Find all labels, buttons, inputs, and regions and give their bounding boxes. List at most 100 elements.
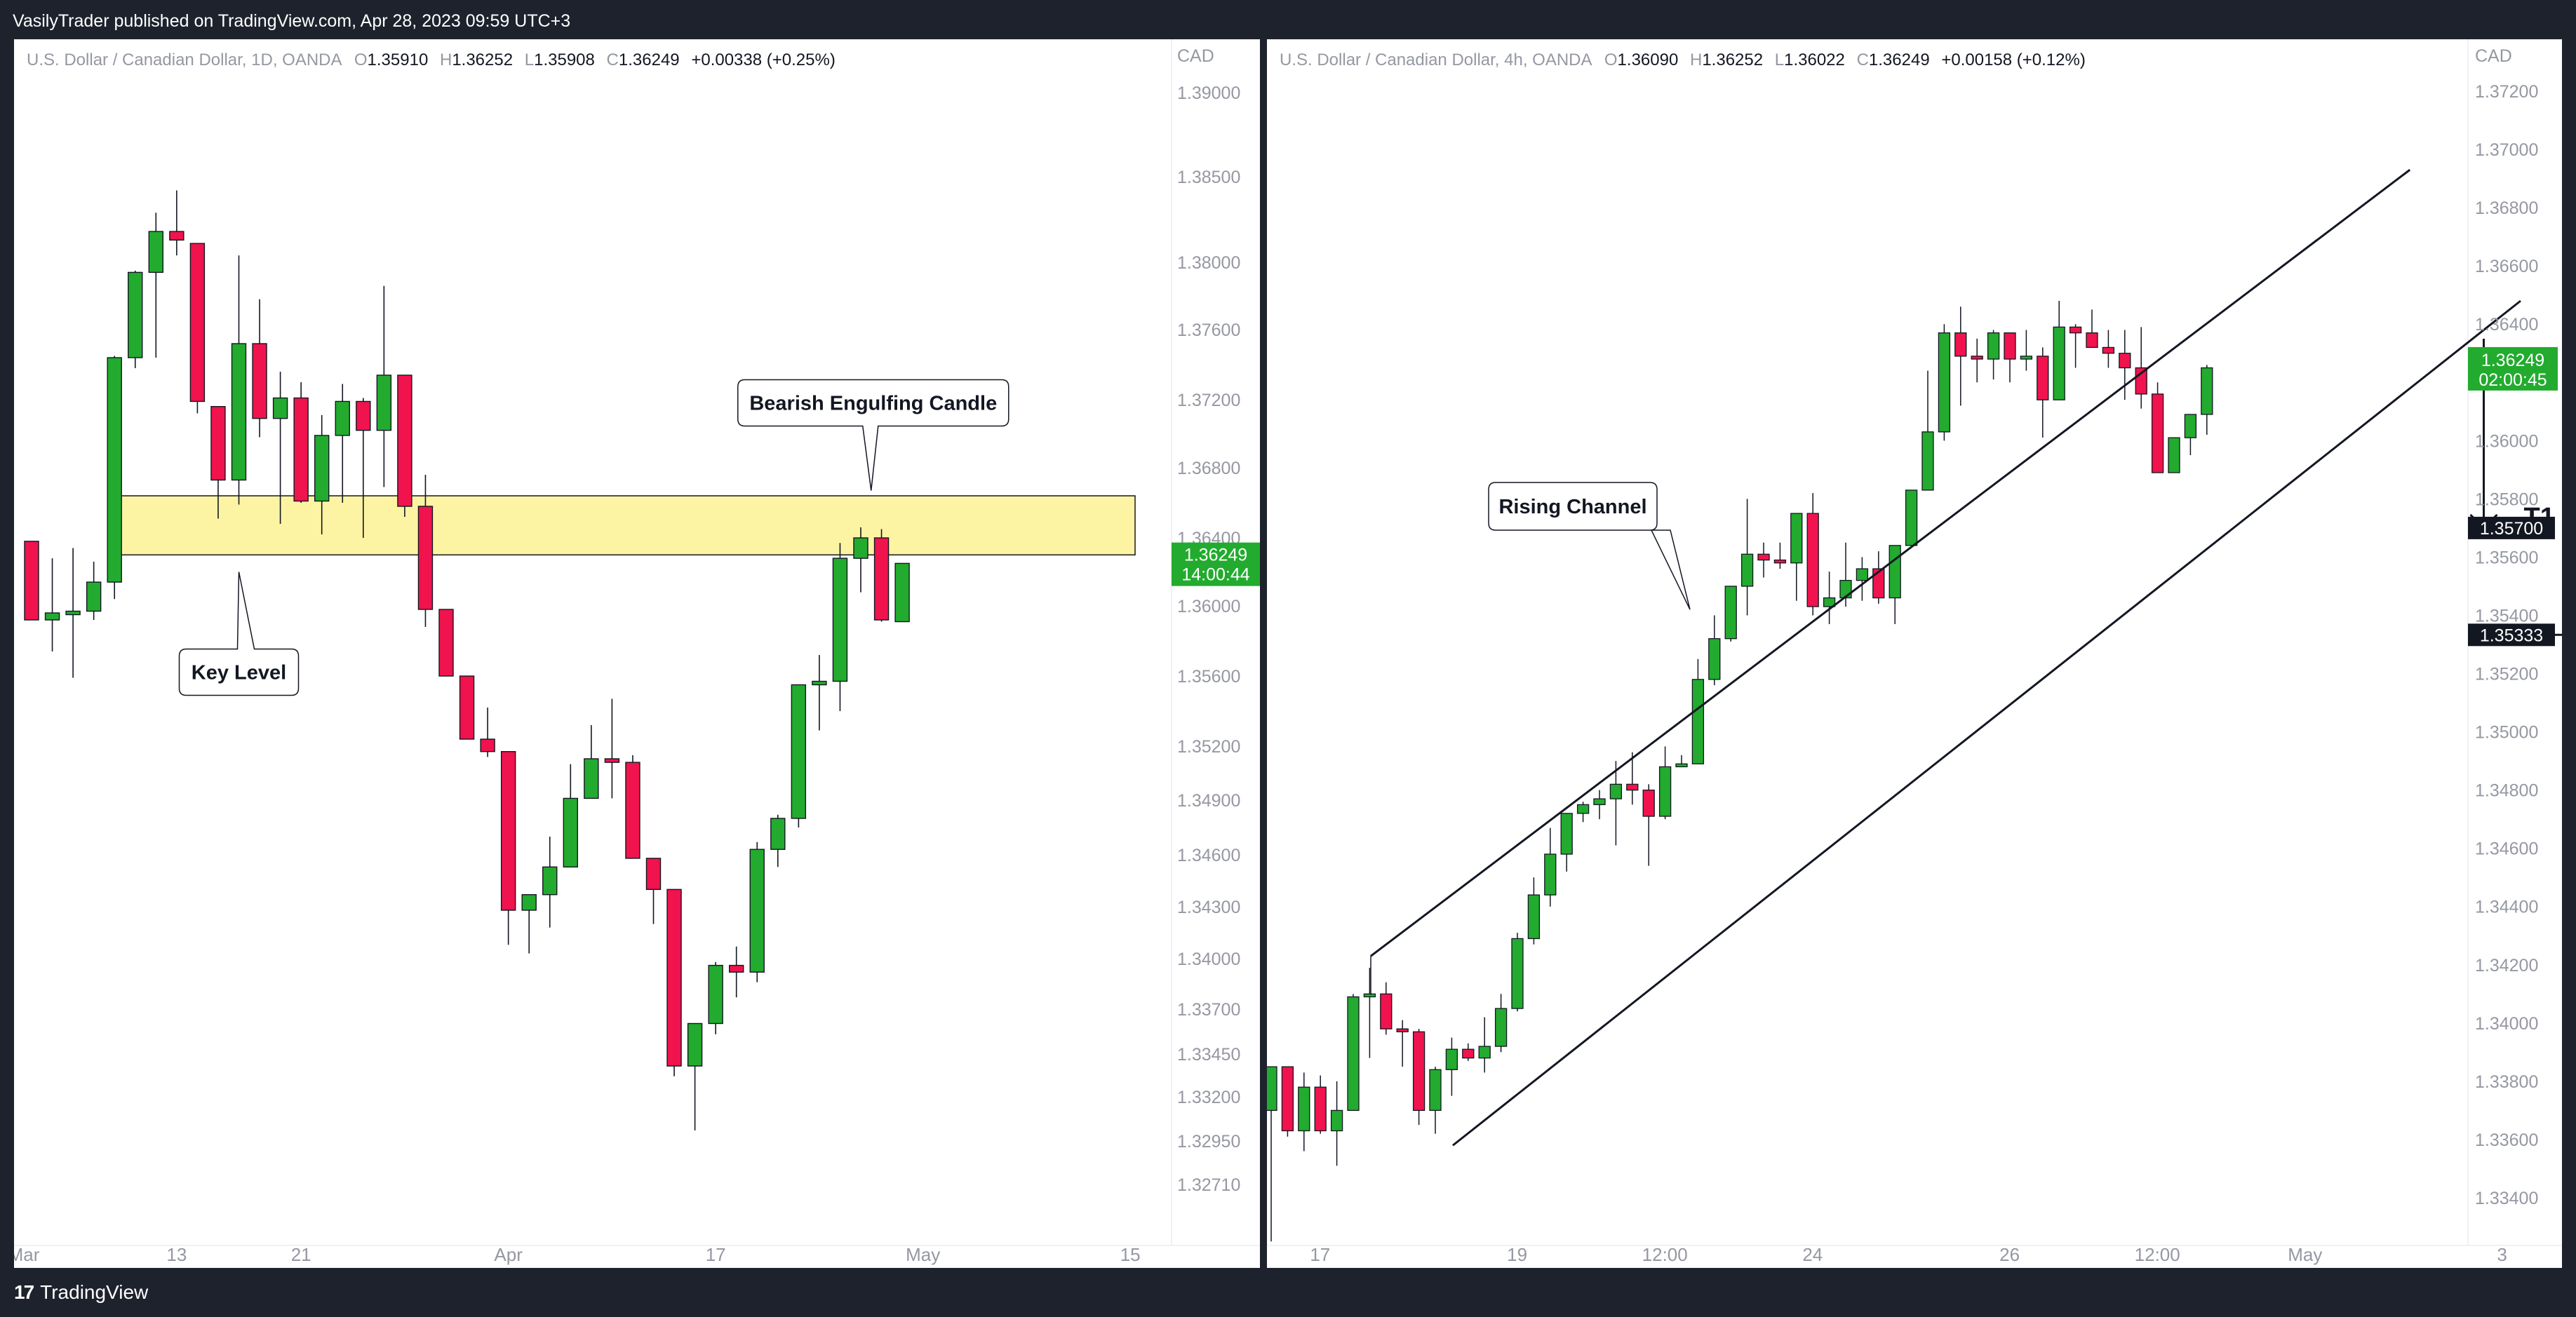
h4-date-tick: May [2288,1244,2322,1265]
h4-candle [2037,347,2049,438]
h4-ohlc-legend: U.S. Dollar / Canadian Dollar, 4h, OANDA… [1280,50,2086,69]
daily-price-tick: 1.34000 [1177,950,1240,969]
h4-candle [1330,1081,1343,1166]
h4-date-tick: 26 [1999,1244,2020,1265]
h4-candle-body [1773,559,1787,564]
daily-price-tick: 1.34900 [1177,791,1240,811]
daily-candle [729,946,744,998]
chart-panel-4h[interactable]: U.S. Dollar / Canadian Dollar, 4h, OANDA… [1267,39,2562,1268]
h4-currency-label: CAD [2475,46,2512,66]
daily-close-value: 1.36249 [619,50,680,69]
h4-candle [2201,365,2213,435]
daily-candle-body [542,866,558,896]
daily-last-price-badge: 1.36249 14:00:44 [1172,542,1260,586]
daily-candle [335,384,350,503]
daily-candle-body [335,400,350,436]
daily-candle-body [500,751,516,911]
h4-date-tick: 17 [1310,1244,1330,1265]
daily-candle [86,561,102,620]
h4-candle-body [1478,1046,1491,1059]
daily-candle [625,755,640,859]
h4-candle-body [1494,1008,1508,1047]
daily-price-tick: 1.35200 [1177,737,1240,757]
h4-candle [1363,967,1376,1058]
h4-price-tick: 1.37000 [2475,140,2538,160]
h4-price-tick: 1.34800 [2475,781,2538,801]
chart-panel-daily[interactable]: U.S. Dollar / Canadian Dollar, 1D, OANDA… [14,39,1260,1268]
h4-price-tick: 1.36000 [2475,431,2538,451]
daily-candle-body [729,964,744,973]
h4-candle-body [2037,356,2049,400]
tradingview-logo-icon[interactable]: 17 [14,1281,34,1303]
h4-price-tick: 1.34400 [2475,898,2538,917]
daily-candle [44,558,60,651]
h4-chart-svg[interactable]: U.S. Dollar / Canadian Dollar, 4h, OANDA… [1267,39,2562,1268]
h4-candle [1298,1072,1310,1151]
h4-candle [2151,382,2164,473]
h4-countdown: 02:00:45 [2478,370,2547,390]
h4-candle-body [2004,332,2016,360]
h4-candle [1560,813,1573,872]
daily-low-label: L [525,50,534,69]
h4-candle-body [1593,798,1606,806]
h4-candle-body [1363,993,1376,998]
daily-date-tick: Mar [14,1244,40,1265]
h4-candle-body [1642,789,1655,817]
h4-candle [1576,802,1590,823]
daily-candle-body [128,271,143,358]
key-level-label: Key Level [192,662,286,684]
daily-candle-body [480,738,495,752]
h4-candles [1267,300,2213,1242]
daily-candle [749,842,765,982]
h4-date-tick: 12:00 [1642,1244,1688,1265]
daily-candle-body [584,758,599,799]
h4-candle [2168,437,2180,473]
h4-candle-body [2053,326,2065,400]
h4-candle-body [1872,568,1885,599]
daily-candle [791,684,807,828]
h4-candle-body [1806,513,1819,607]
daily-price-tick: 1.38000 [1177,253,1240,273]
h4-date-tick: 12:00 [2135,1244,2180,1265]
h4-candle-body [1380,993,1393,1029]
daily-candle [231,255,247,505]
h4-price-tick: 1.35200 [2475,665,2538,684]
daily-candle [604,698,620,799]
daily-candle-body [189,243,206,403]
daily-high-value: 1.36252 [452,50,513,69]
h4-candle-body [1396,1028,1409,1032]
h4-candle [1740,499,1754,616]
h4-candle [1872,551,1885,604]
h4-candle-body [1889,545,1901,599]
daily-candle [521,894,537,954]
h4-candle-body [1609,783,1623,799]
h4-candle-body [1921,431,1934,491]
h4-price-tick: 1.36800 [2475,198,2538,218]
h4-candle-body [1267,1066,1277,1112]
h4-candle [1987,330,2000,380]
h4-candle-body [1347,996,1360,1112]
daily-candle [500,751,516,945]
h4-candle-body [1626,783,1639,791]
h4-candle [1396,1020,1409,1067]
h4-candle-body [2069,326,2082,334]
daily-price-axis: 1.39000 1.38500 1.38000 1.37600 1.37200 1.368… [1177,83,1240,1195]
daily-candle-body [438,609,454,677]
daily-chart-svg[interactable]: U.S. Dollar / Canadian Dollar, 1D, OANDA… [14,39,1260,1268]
daily-candle [459,675,475,740]
daily-price-tick: 1.34300 [1177,898,1240,917]
h4-candle [1757,542,1770,578]
daily-candle-body [65,610,81,616]
daily-candle-body [107,357,122,583]
h4-candle [1806,493,1819,616]
daily-price-tick: 1.32710 [1177,1175,1240,1195]
daily-open-value: 1.35910 [368,50,429,69]
daily-candle [65,548,81,678]
footer-brand[interactable]: TradingView [40,1281,149,1303]
daily-candle-body [24,541,39,621]
h4-price-tick: 1.33600 [2475,1130,2538,1150]
h4-open-value: 1.36090 [1618,50,1679,69]
h4-candle [1905,489,1918,546]
h4-candle [1954,306,1967,406]
h4-candle [1642,784,1655,866]
